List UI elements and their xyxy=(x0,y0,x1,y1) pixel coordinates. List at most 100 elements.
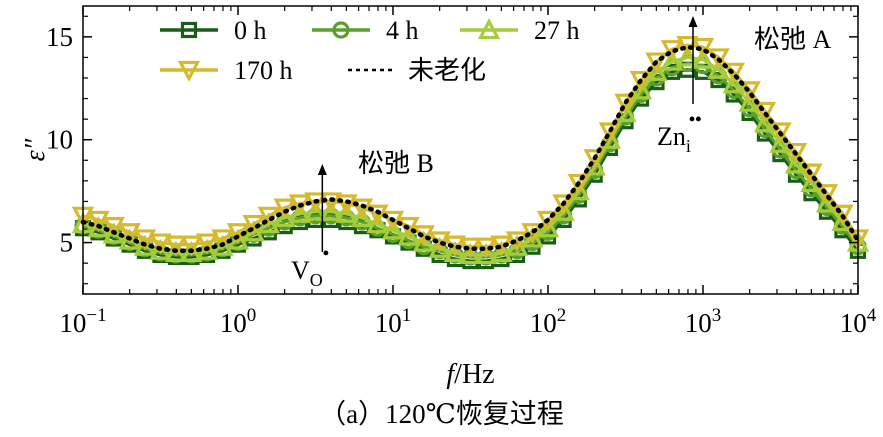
data-point xyxy=(381,210,405,232)
data-point xyxy=(676,45,699,67)
data-point xyxy=(350,198,374,220)
data-point xyxy=(102,222,125,244)
x-axis-label-unit: /Hz xyxy=(454,359,494,390)
data-point xyxy=(769,131,792,153)
data-point xyxy=(753,111,777,133)
legend-item-1: 0 h xyxy=(160,16,267,45)
data-point xyxy=(149,233,172,255)
data-point xyxy=(366,204,389,226)
relaxation-a-label: 松弛 A xyxy=(754,25,832,54)
data-point xyxy=(614,93,637,115)
relaxation-b-label: 松弛 B xyxy=(358,149,434,178)
data-point xyxy=(459,243,482,265)
x-tick-base: 10 xyxy=(59,308,86,338)
legend-label: 0 h xyxy=(234,16,267,45)
data-point xyxy=(366,212,389,234)
data-point xyxy=(784,152,808,174)
data-point xyxy=(428,236,451,258)
data-point xyxy=(319,192,343,214)
data-point xyxy=(211,234,234,256)
data-point xyxy=(707,57,730,79)
data-point xyxy=(691,47,715,69)
defect-charge: •• xyxy=(689,109,702,129)
series-line xyxy=(80,44,861,254)
annotation-layer: 松弛 A Zni •• 松弛 B VO• xyxy=(291,16,832,290)
legend-marker xyxy=(180,21,198,39)
legend-marker xyxy=(477,18,501,40)
data-point xyxy=(567,173,590,195)
x-tick-base: 10 xyxy=(530,308,557,338)
defect-subscript: i xyxy=(686,136,691,156)
defect-label-vo: VO• xyxy=(291,243,329,290)
data-point xyxy=(443,240,467,262)
x-axis-label-symbol: f xyxy=(446,359,457,390)
data-point xyxy=(629,70,653,92)
data-point xyxy=(335,201,358,223)
data-point xyxy=(180,240,203,262)
data-point xyxy=(397,224,420,246)
legend-marker xyxy=(177,60,201,82)
data-point xyxy=(738,90,761,112)
x-tick-exponent: 4 xyxy=(867,305,877,326)
y-axis-label: ε″ xyxy=(20,138,51,161)
data-point xyxy=(536,216,560,238)
legend-label: 170 h xyxy=(234,56,293,85)
data-point xyxy=(288,201,312,223)
x-tick-base: 10 xyxy=(375,308,402,338)
data-point xyxy=(226,228,250,250)
data-point xyxy=(412,230,435,252)
data-point xyxy=(195,238,219,260)
data-point xyxy=(164,240,188,262)
data-point xyxy=(87,216,110,238)
data-point xyxy=(769,122,792,144)
data-point xyxy=(800,163,823,185)
data-point xyxy=(583,149,606,171)
data-point xyxy=(645,59,668,81)
x-tick-exponent: 2 xyxy=(557,305,567,326)
x-tick-label: 100 xyxy=(220,305,257,338)
x-tick-exponent: 3 xyxy=(712,305,722,326)
data-point xyxy=(273,198,296,220)
data-point xyxy=(800,171,823,193)
x-tick-label: 10−1 xyxy=(59,305,106,338)
x-tick-label: 104 xyxy=(840,305,877,338)
legend-item-2: 4 h xyxy=(312,16,419,45)
x-axis-label: f/Hz xyxy=(446,359,494,390)
data-point xyxy=(722,72,745,94)
arrow-head xyxy=(317,164,327,175)
data-point xyxy=(87,210,110,232)
y-tick-label: 10 xyxy=(46,125,73,155)
x-tick-label: 101 xyxy=(375,305,412,338)
data-point xyxy=(784,142,808,164)
legend-label: 4 h xyxy=(386,16,419,45)
data-point xyxy=(474,243,498,265)
data-point xyxy=(521,226,544,248)
data-point xyxy=(660,49,684,71)
data-point xyxy=(288,194,312,216)
data-point xyxy=(598,122,622,144)
data-point xyxy=(381,218,405,240)
data-point xyxy=(319,199,343,221)
y-tick-label: 15 xyxy=(46,22,73,52)
data-point xyxy=(505,234,529,256)
defect-base: V xyxy=(291,256,310,285)
x-tick-exponent: −1 xyxy=(86,305,106,326)
data-point xyxy=(335,194,358,216)
data-point xyxy=(490,240,513,262)
data-point xyxy=(118,223,141,245)
legend-item-3: 27 h xyxy=(460,16,580,45)
x-tick-base: 10 xyxy=(840,308,867,338)
legend-label: 未老化 xyxy=(408,56,486,85)
data-point xyxy=(815,184,839,206)
legend: 0 h 4 h 27 h 170 h 未老化 xyxy=(160,16,580,85)
legend-item-4: 170 h xyxy=(160,56,293,85)
defect-base: Zn xyxy=(657,122,686,151)
y-tick-label: 5 xyxy=(60,228,74,258)
data-point xyxy=(195,233,219,255)
data-point xyxy=(753,101,777,123)
defect-charge: • xyxy=(323,243,329,263)
data-point xyxy=(645,52,668,74)
x-tick-base: 10 xyxy=(220,308,247,338)
legend-item-5: 未老化 xyxy=(348,56,486,85)
